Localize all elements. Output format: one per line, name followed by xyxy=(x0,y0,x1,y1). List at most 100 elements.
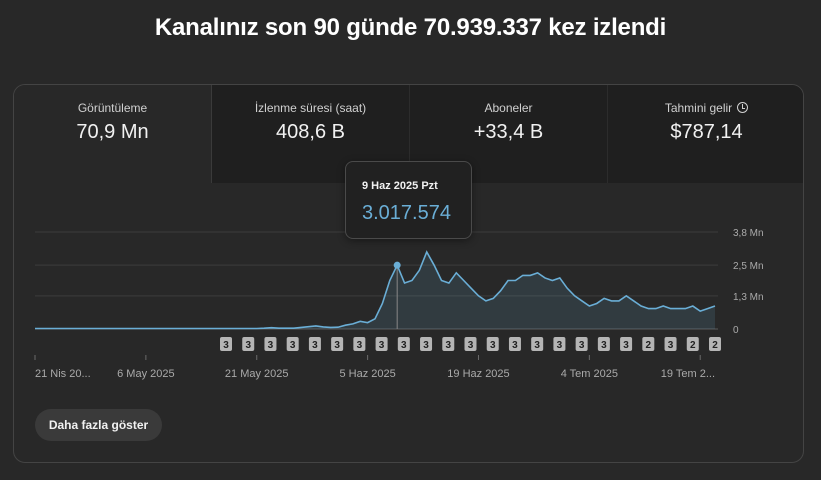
upload-marker[interactable]: 3 xyxy=(664,337,677,351)
y-axis-labels: 0 1,3 Mn 2,5 Mn 3,8 Mn xyxy=(733,228,764,336)
upload-marker-badge xyxy=(220,337,232,351)
upload-marker-count: 2 xyxy=(712,340,718,351)
show-more-button[interactable]: Daha fazla göster xyxy=(35,409,162,441)
upload-marker[interactable]: 3 xyxy=(620,337,633,351)
upload-marker-badge xyxy=(353,337,366,351)
upload-marker[interactable]: 3 xyxy=(464,337,477,351)
upload-marker-count: 3 xyxy=(379,340,385,351)
upload-marker-count: 2 xyxy=(646,340,652,351)
tab-revenue-label: Tahmini gelir xyxy=(664,101,733,115)
upload-marker-count: 3 xyxy=(490,340,496,351)
clock-icon xyxy=(737,102,749,113)
x-tick-label: 4 Tem 2025 xyxy=(561,368,618,380)
upload-marker-badge xyxy=(642,337,655,351)
upload-marker-badge xyxy=(464,337,477,351)
upload-marker[interactable]: 3 xyxy=(397,337,410,351)
upload-marker[interactable]: 3 xyxy=(286,337,299,351)
upload-marker-count: 3 xyxy=(334,340,340,351)
upload-marker[interactable]: 3 xyxy=(242,337,255,351)
x-tick-label: 5 Haz 2025 xyxy=(339,368,395,380)
upload-marker-count: 3 xyxy=(445,340,451,351)
upload-marker[interactable]: 3 xyxy=(264,337,277,351)
y-tick-label: 0 xyxy=(733,325,739,336)
upload-marker-count: 3 xyxy=(468,340,474,351)
upload-marker[interactable]: 3 xyxy=(308,337,321,351)
upload-markers: 3 3 3 3 3 3 3 3 3 3 3 3 3 3 3 3 3 3 3 2 3 2 2 xyxy=(220,337,721,351)
tooltip-date: 9 Haz 2025 Pzt xyxy=(362,180,438,192)
chart-tooltip: 9 Haz 2025 Pzt 3.017.574 xyxy=(345,161,472,239)
tab-subscribers-value: +33,4 B xyxy=(473,121,544,143)
upload-marker-badge xyxy=(264,337,277,351)
tab-views[interactable]: Görüntüleme 70,9 Mn xyxy=(14,85,212,183)
upload-marker-badge xyxy=(242,337,255,351)
upload-marker-badge xyxy=(553,337,566,351)
upload-marker[interactable]: 3 xyxy=(575,337,588,351)
upload-marker[interactable]: 3 xyxy=(553,337,566,351)
upload-marker[interactable]: 3 xyxy=(531,337,544,351)
upload-marker-count: 3 xyxy=(312,340,318,351)
upload-marker-count: 3 xyxy=(579,340,585,351)
upload-marker-count: 3 xyxy=(668,340,674,351)
upload-marker[interactable]: 3 xyxy=(220,337,232,351)
upload-marker-badge xyxy=(308,337,321,351)
upload-marker-count: 2 xyxy=(690,340,696,351)
x-tick-label: 6 May 2025 xyxy=(117,368,174,380)
upload-marker-badge xyxy=(486,337,499,351)
tab-subscribers-label: Aboneler xyxy=(484,101,533,115)
upload-marker[interactable]: 3 xyxy=(331,337,344,351)
tab-revenue[interactable]: Tahmini gelir $787,14 xyxy=(608,85,803,183)
upload-marker-count: 3 xyxy=(357,340,363,351)
upload-marker[interactable]: 3 xyxy=(442,337,455,351)
upload-marker-count: 3 xyxy=(557,340,563,351)
tab-watch-time-value: 408,6 B xyxy=(276,121,345,143)
upload-marker-count: 3 xyxy=(534,340,540,351)
upload-marker[interactable]: 3 xyxy=(420,337,433,351)
y-tick-label: 2,5 Mn xyxy=(733,261,764,272)
upload-marker[interactable]: 2 xyxy=(642,337,655,351)
upload-marker-count: 3 xyxy=(223,340,229,351)
y-tick-label: 3,8 Mn xyxy=(733,228,764,239)
upload-marker-badge xyxy=(508,337,521,351)
hover-point xyxy=(393,261,401,269)
upload-marker[interactable]: 3 xyxy=(353,337,366,351)
upload-marker-badge xyxy=(397,337,410,351)
upload-marker[interactable]: 3 xyxy=(597,337,610,351)
x-tick-label: 21 May 2025 xyxy=(225,368,289,380)
x-tick-label: 19 Tem 2... xyxy=(661,368,715,380)
x-tick-label: 21 Nis 20... xyxy=(35,368,91,380)
upload-marker[interactable]: 2 xyxy=(709,337,721,351)
upload-marker-badge xyxy=(709,337,721,351)
tab-views-value: 70,9 Mn xyxy=(76,121,149,143)
x-tick-label: 19 Haz 2025 xyxy=(447,368,509,380)
page-title: Kanalınız son 90 günde 70.939.337 kez iz… xyxy=(154,14,667,41)
tab-views-label: Görüntüleme xyxy=(77,101,148,115)
upload-marker[interactable]: 3 xyxy=(486,337,499,351)
tab-revenue-label-wrap: Tahmini gelir xyxy=(608,101,803,115)
upload-marker-count: 3 xyxy=(623,340,629,351)
upload-marker-badge xyxy=(286,337,299,351)
y-tick-label: 1,3 Mn xyxy=(733,292,764,303)
upload-marker-count: 3 xyxy=(601,340,607,351)
upload-marker-badge xyxy=(686,337,699,351)
upload-marker-count: 3 xyxy=(401,340,407,351)
tab-watch-time-label: İzlenme süresi (saat) xyxy=(254,101,367,115)
upload-marker-badge xyxy=(664,337,677,351)
chart-series-line xyxy=(35,250,716,330)
upload-marker-badge xyxy=(375,337,388,351)
upload-marker[interactable]: 3 xyxy=(375,337,388,351)
upload-marker[interactable]: 2 xyxy=(686,337,699,351)
upload-marker-badge xyxy=(442,337,455,351)
chart-area-fill xyxy=(35,251,715,329)
upload-marker-badge xyxy=(597,337,610,351)
upload-marker-count: 3 xyxy=(512,340,518,351)
metric-tabs: Görüntüleme 70,9 Mn İzlenme süresi (saat… xyxy=(14,85,803,183)
upload-marker-badge xyxy=(331,337,344,351)
upload-marker-count: 3 xyxy=(423,340,429,351)
upload-marker-badge xyxy=(575,337,588,351)
upload-marker-count: 3 xyxy=(245,340,251,351)
upload-marker-badge xyxy=(531,337,544,351)
upload-marker-count: 3 xyxy=(268,340,274,351)
upload-marker[interactable]: 3 xyxy=(508,337,521,351)
tooltip-value: 3.017.574 xyxy=(362,202,451,224)
